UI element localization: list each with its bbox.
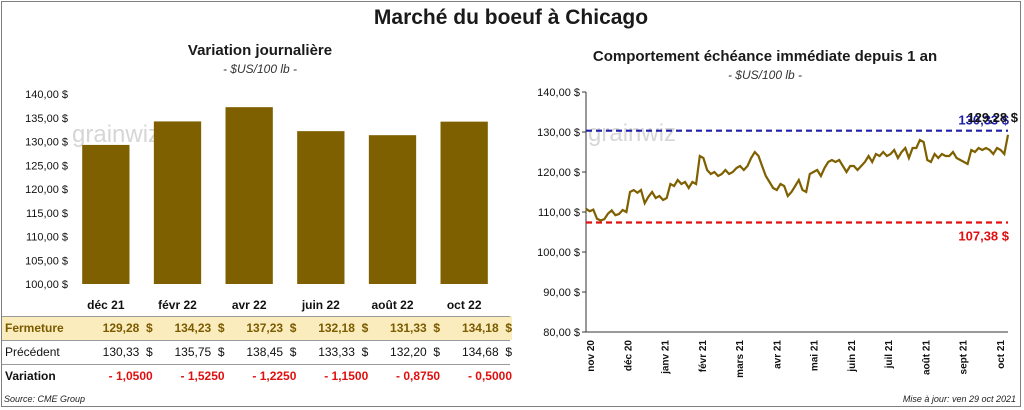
line-chart: grainwiz 80,00 $ 90,00 $ 100,00 $ 110,00 $ 12… — [537, 87, 1019, 378]
last-value-label: 129,28 $ — [967, 110, 1018, 125]
bar — [225, 107, 273, 284]
x-tick-label: août 22 — [371, 298, 413, 312]
x-tick-label: avr 22 — [232, 298, 267, 312]
y-tick-label: 130,00 $ — [25, 137, 68, 149]
bar — [297, 131, 345, 284]
cell-value: - 0,8750 — [396, 369, 441, 383]
y-tick-label: 110,00 $ — [26, 232, 68, 244]
x-tick-label: oct 22 — [447, 298, 482, 312]
reference-line-label: 107,38 $ — [958, 228, 1009, 243]
update-note: Mise à jour: ven 29 oct 2021 — [902, 394, 1016, 404]
x-tick-label: mai 21 — [810, 340, 821, 372]
bar-chart-title: Variation journalière — [187, 42, 333, 59]
cell-value: 138,45 $ — [246, 345, 297, 359]
reference-line-label: 130,33 $ — [958, 113, 1009, 128]
cell-value: 134,23 $ — [152, 316, 225, 340]
row-label: Précédent — [5, 345, 60, 359]
x-tick-label: avr 21 — [772, 340, 783, 369]
y-tick-label: 120,00 $ — [537, 167, 580, 179]
x-tick-label: juil 21 — [884, 340, 895, 370]
y-tick-label: 130,00 $ — [537, 127, 580, 139]
cell-value: - 0,5000 — [467, 369, 512, 383]
bar-chart-subtitle: - $US/100 lb - — [222, 62, 298, 76]
x-tick-label: févr 21 — [698, 340, 709, 373]
y-tick-label: 100,00 $ — [537, 247, 580, 259]
row-label: Fermeture — [2, 316, 81, 340]
cell-value: 133,33 $ — [318, 345, 369, 359]
y-tick-label: 125,00 $ — [25, 160, 68, 172]
x-tick-label: juin 21 — [847, 340, 858, 373]
cell-value: 134,68 $ — [461, 345, 512, 359]
line-chart-title: Comportement échéance immédiate depuis 1… — [592, 48, 938, 65]
cell-value: - 1,2250 — [252, 369, 297, 383]
table-divider — [2, 316, 510, 317]
cell-value: 135,75 $ — [174, 345, 225, 359]
cell-value: - 1,5250 — [180, 369, 225, 383]
x-tick-label: mars 21 — [735, 340, 746, 378]
x-tick-label: nov 20 — [586, 340, 597, 372]
bar — [440, 121, 488, 285]
y-tick-label: 100,00 $ — [25, 279, 68, 291]
table-row-precedent: Précédent 130,33 $ 135,75 $ 138,45 $ 133… — [2, 340, 512, 364]
bar-chart: grainwiz 100,00 $ 105,00 $ 110,00 $ 115,00 $… — [25, 89, 488, 312]
cell-value: 130,33 $ — [102, 345, 153, 359]
x-tick-label: sept 21 — [959, 340, 970, 375]
main-title: Marché du boeuf à Chicago — [373, 6, 649, 29]
table-divider — [2, 340, 510, 341]
y-tick-label: 115,00 $ — [26, 208, 68, 220]
x-tick-label: oct 21 — [996, 340, 1007, 369]
price-series-line — [585, 134, 1010, 222]
watermark: grainwiz — [588, 120, 676, 147]
y-tick-label: 135,00 $ — [25, 113, 68, 125]
cell-value: 132,20 $ — [390, 345, 441, 359]
cell-value: - 1,1500 — [324, 369, 369, 383]
table-divider — [2, 364, 510, 365]
cell-value: - 1,0500 — [108, 369, 153, 383]
y-tick-label: 140,00 $ — [537, 87, 580, 99]
cell-value: 129,28 $ — [80, 316, 153, 340]
price-table: Fermeture 129,28 $ 134,23 $ 137,23 $ 132… — [2, 316, 512, 388]
x-tick-label: juin 22 — [301, 298, 340, 312]
cell-value: 131,33 $ — [368, 316, 441, 340]
source-note: Source: CME Group — [4, 394, 86, 404]
y-tick-label: 110,00 $ — [538, 207, 580, 219]
cell-value: 132,18 $ — [296, 316, 369, 340]
line-chart-subtitle: - $US/100 lb - — [727, 68, 803, 82]
row-label: Variation — [5, 369, 56, 383]
x-tick-label: déc 20 — [623, 340, 634, 372]
table-row-variation: Variation - 1,0500 - 1,5250 - 1,2250 - 1… — [2, 364, 512, 388]
table-row-fermeture: Fermeture 129,28 $ 134,23 $ 137,23 $ 132… — [2, 316, 512, 340]
y-tick-label: 140,00 $ — [25, 89, 68, 101]
bar — [82, 144, 130, 284]
x-tick-label: févr 22 — [158, 298, 197, 312]
y-tick-label: 80,00 $ — [543, 327, 580, 339]
x-tick-label: janv 21 — [661, 340, 672, 375]
y-tick-label: 105,00 $ — [25, 255, 68, 267]
bar — [153, 121, 202, 284]
y-tick-label: 120,00 $ — [25, 184, 68, 196]
y-tick-label: 90,00 $ — [543, 287, 580, 299]
x-tick-label: août 21 — [921, 340, 932, 375]
cell-value: 134,18 $ — [440, 316, 512, 340]
bar — [368, 135, 417, 284]
cell-value: 137,23 $ — [224, 316, 297, 340]
watermark: grainwiz — [72, 121, 160, 148]
x-tick-label: déc 21 — [87, 298, 125, 312]
